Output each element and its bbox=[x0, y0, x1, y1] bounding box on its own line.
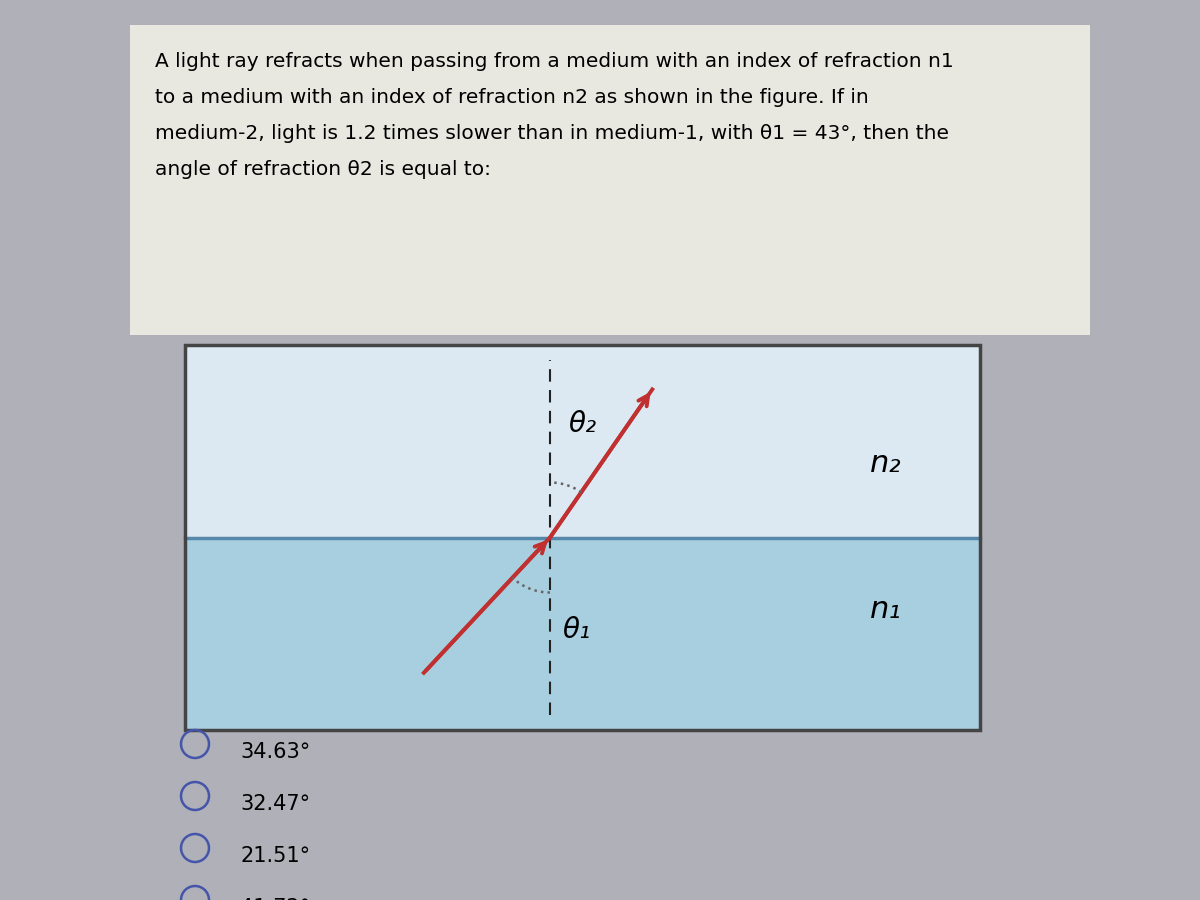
Text: 32.47°: 32.47° bbox=[240, 794, 310, 814]
FancyBboxPatch shape bbox=[185, 537, 980, 730]
FancyBboxPatch shape bbox=[130, 25, 1090, 335]
Text: angle of refraction θ2 is equal to:: angle of refraction θ2 is equal to: bbox=[155, 160, 491, 179]
Text: 34.63°: 34.63° bbox=[240, 742, 311, 762]
Text: n₂: n₂ bbox=[870, 449, 901, 479]
Text: θ₂: θ₂ bbox=[568, 410, 596, 438]
Text: to a medium with an index of refraction n2 as shown in the figure. If in: to a medium with an index of refraction … bbox=[155, 88, 869, 107]
Text: 41.72°: 41.72° bbox=[240, 898, 310, 900]
FancyBboxPatch shape bbox=[185, 345, 980, 537]
Text: 21.51°: 21.51° bbox=[240, 846, 310, 866]
Text: medium-2, light is 1.2 times slower than in medium-1, with θ1 = 43°, then the: medium-2, light is 1.2 times slower than… bbox=[155, 124, 949, 143]
Text: n₁: n₁ bbox=[870, 595, 901, 624]
Text: A light ray refracts when passing from a medium with an index of refraction n1: A light ray refracts when passing from a… bbox=[155, 52, 954, 71]
Text: θ₁: θ₁ bbox=[562, 616, 590, 644]
